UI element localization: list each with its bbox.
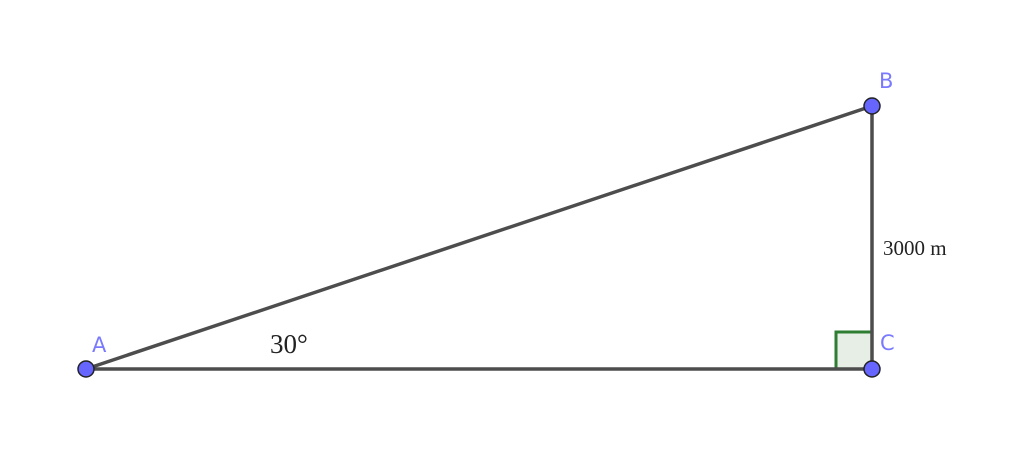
label-b: B: [879, 69, 893, 93]
point-c[interactable]: [863, 360, 881, 378]
segment-ab: [84, 104, 874, 371]
angle-label: 30°: [270, 329, 308, 359]
label-c: C: [880, 331, 895, 355]
point-b[interactable]: [863, 97, 881, 115]
label-a: A: [92, 333, 107, 357]
side-label: 3000 m: [883, 236, 947, 260]
point-a[interactable]: [77, 360, 95, 378]
